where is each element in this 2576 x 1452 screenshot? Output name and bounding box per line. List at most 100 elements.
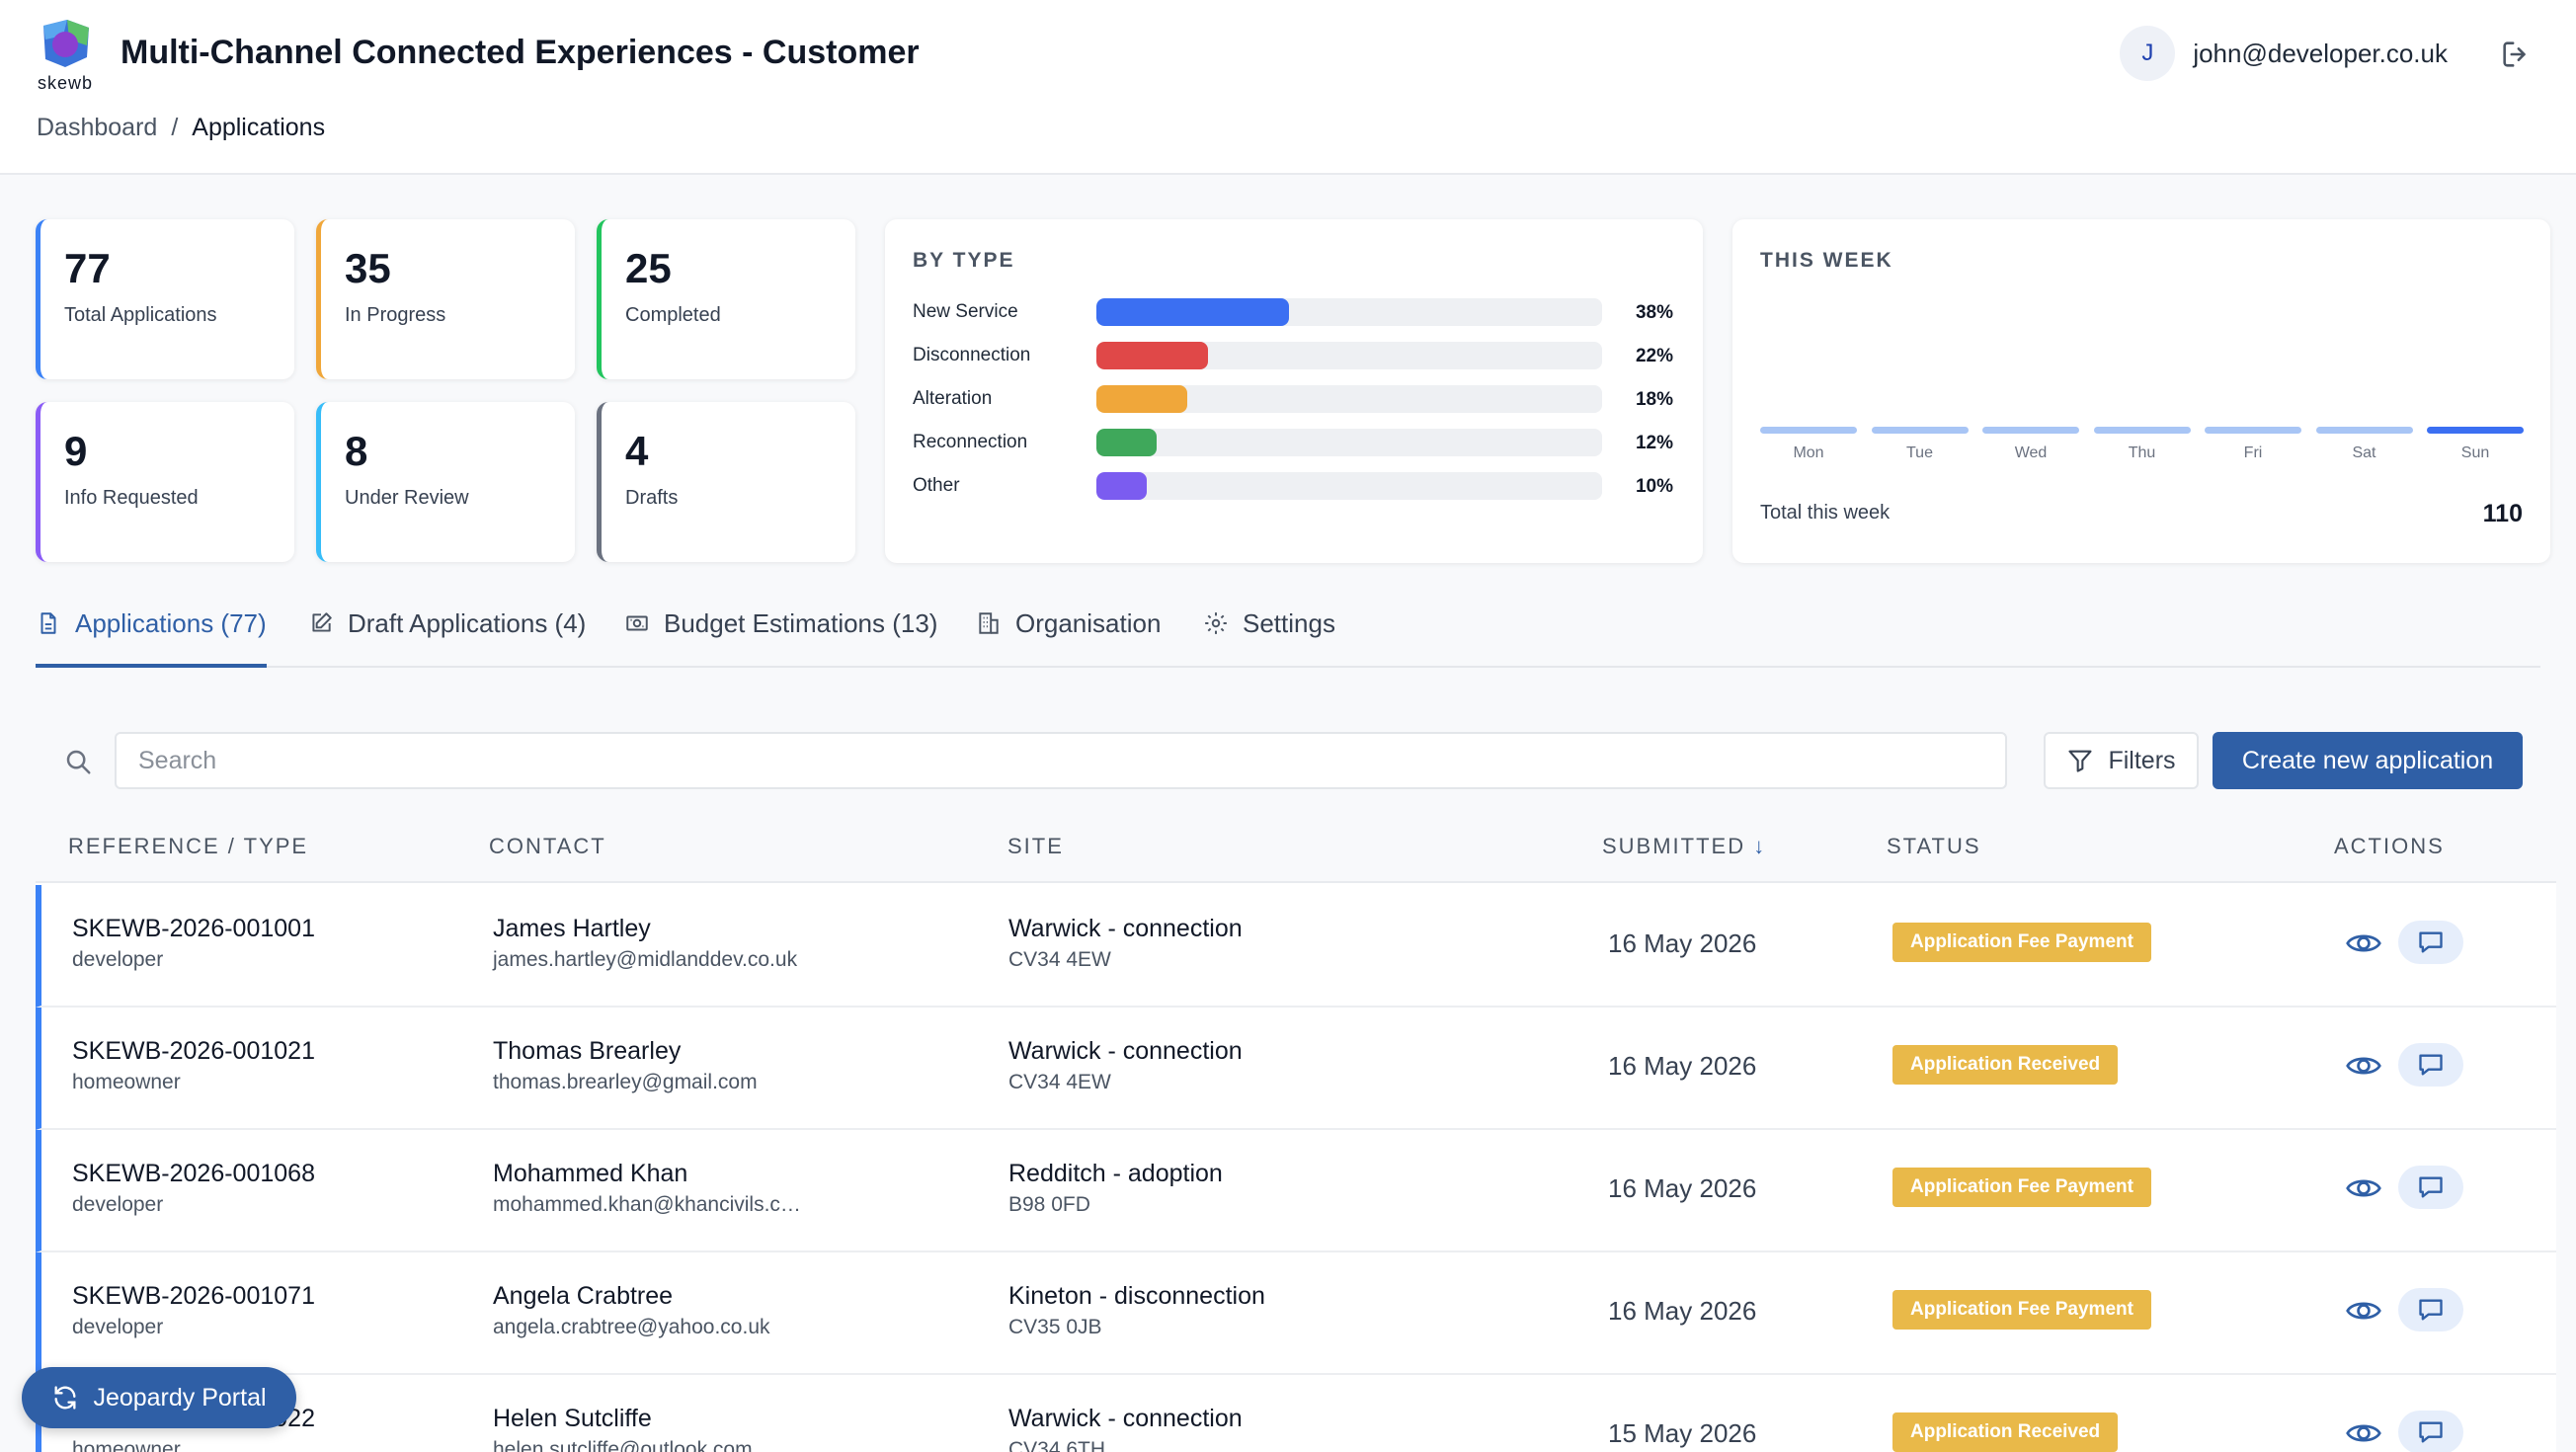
type-percent: 22% xyxy=(1635,346,1673,366)
applicant-type: homeowner xyxy=(72,1071,181,1093)
type-percent: 18% xyxy=(1635,389,1673,410)
week-bar xyxy=(1982,427,2079,434)
reference-number: SKEWB-2026-001001 xyxy=(72,915,315,942)
stat-under-review[interactable]: 8 Under Review xyxy=(316,402,575,562)
type-bar-fill xyxy=(1096,342,1208,369)
eye-icon[interactable] xyxy=(2345,1051,2382,1081)
applicant-type: developer xyxy=(72,1193,164,1216)
comment-button[interactable] xyxy=(2398,1166,2463,1209)
stat-drafts[interactable]: 4 Drafts xyxy=(597,402,855,562)
logout-icon[interactable] xyxy=(2499,38,2533,71)
status-badge: Application Fee Payment xyxy=(1892,923,2151,962)
week-day-label: Sun xyxy=(2460,444,2490,461)
sort-arrow-icon: ↓ xyxy=(1753,834,1767,858)
table-row[interactable]: SKEWB-2026-001022homeownerHelen Sutcliff… xyxy=(36,1375,2556,1452)
search-input[interactable] xyxy=(115,732,2007,789)
table-row[interactable]: SKEWB-2026-001068 developer Mohammed Khan m… xyxy=(36,1130,2556,1252)
stat-value: 9 xyxy=(64,428,88,474)
search-icon xyxy=(66,750,91,774)
header-submitted[interactable]: SUBMITTED ↓ xyxy=(1602,834,1766,859)
site-postcode: CV34 6TH xyxy=(1008,1438,1106,1452)
status-badge: Application Received xyxy=(1892,1045,2119,1085)
stat-value: 35 xyxy=(345,245,391,291)
comment-button[interactable] xyxy=(2398,921,2463,964)
avatar[interactable]: J xyxy=(2120,26,2176,81)
site-postcode: CV34 4EW xyxy=(1008,948,1111,971)
week-day-label: Wed xyxy=(2014,444,2048,461)
table-row[interactable]: SKEWB-2026-001001 developer James Hartley j… xyxy=(36,885,2556,1008)
tab-draft-applications[interactable]: Draft Applications (4) xyxy=(308,608,586,668)
contact-email: mohammed.khan@khancivils.c… xyxy=(493,1193,801,1216)
submitted-date: 16 May 2026 xyxy=(1608,928,1757,958)
eye-icon[interactable] xyxy=(2345,1173,2382,1203)
type-label: New Service xyxy=(913,301,1018,322)
site-postcode: CV34 4EW xyxy=(1008,1071,1111,1093)
tab-applications[interactable]: Applications (77) xyxy=(36,608,267,668)
eye-icon[interactable] xyxy=(2345,1296,2382,1326)
skewb-logo[interactable]: skewb xyxy=(36,18,95,93)
create-application-button[interactable]: Create new application xyxy=(2213,732,2523,789)
header-submitted-label: SUBMITTED xyxy=(1602,834,1746,858)
type-label: Disconnection xyxy=(913,345,1031,365)
header-status[interactable]: STATUS xyxy=(1887,834,1981,858)
breadcrumb: Dashboard / Applications xyxy=(37,114,325,142)
this-week-panel: THIS WEEK Mon Tue Wed Thu Fri Sat Sun Total th… xyxy=(1732,219,2550,563)
week-total-value: 110 xyxy=(2482,500,2523,527)
type-bar-fill xyxy=(1096,385,1188,413)
applicant-type: homeowner xyxy=(72,1438,181,1452)
app-title: Multi-Channel Connected Experiences - Cu… xyxy=(121,34,920,71)
tab-organisation[interactable]: Organisation xyxy=(976,608,1161,668)
week-bar xyxy=(2093,427,2191,434)
week-bar-chart: Mon Tue Wed Thu Fri Sat Sun xyxy=(1760,427,2524,486)
contact-email: helen.sutcliffe@outlook.com xyxy=(493,1438,753,1452)
tab-label: Settings xyxy=(1243,608,1335,638)
type-row: Disconnection 22% xyxy=(913,342,1673,369)
comment-button[interactable] xyxy=(2398,1043,2463,1087)
type-label: Reconnection xyxy=(913,432,1028,452)
header-contact[interactable]: CONTACT xyxy=(489,834,606,858)
stat-completed[interactable]: 25 Completed xyxy=(597,219,855,379)
header-site[interactable]: SITE xyxy=(1007,834,1064,858)
type-bar-track xyxy=(1096,472,1602,500)
filters-button[interactable]: Filters xyxy=(2044,732,2199,789)
user-menu[interactable]: J john@developer.co.uk xyxy=(2120,26,2448,81)
site-name: Warwick - connection xyxy=(1008,915,1243,942)
type-percent: 10% xyxy=(1635,476,1673,497)
stat-value: 4 xyxy=(625,428,649,474)
comment-button[interactable] xyxy=(2398,1411,2463,1452)
jeopardy-portal-button[interactable]: Jeopardy Portal xyxy=(22,1367,296,1428)
table-row[interactable]: SKEWB-2026-001071 developer Angela Crabtre… xyxy=(36,1252,2556,1375)
gear-icon xyxy=(1205,612,1227,634)
type-row: Other 10% xyxy=(913,472,1673,500)
stat-label: Drafts xyxy=(625,487,679,509)
site-name: Warwick - connection xyxy=(1008,1037,1243,1065)
type-bar-fill xyxy=(1096,472,1148,500)
status-badge: Application Fee Payment xyxy=(1892,1168,2151,1207)
contact-name: Helen Sutcliffe xyxy=(493,1405,652,1432)
filters-label: Filters xyxy=(2108,746,2176,774)
breadcrumb-dashboard[interactable]: Dashboard xyxy=(37,114,158,141)
site-name: Kineton - disconnection xyxy=(1008,1282,1265,1310)
type-bar-track xyxy=(1096,298,1602,326)
stat-info-requested[interactable]: 9 Info Requested xyxy=(36,402,294,562)
building-icon xyxy=(979,612,999,634)
week-day-label: Sat xyxy=(2352,444,2376,461)
tab-settings[interactable]: Settings xyxy=(1203,608,1335,668)
tab-budget-estimations[interactable]: Budget Estimations (13) xyxy=(624,608,937,668)
type-bar-track xyxy=(1096,385,1602,413)
stat-total-applications[interactable]: 77 Total Applications xyxy=(36,219,294,379)
eye-icon[interactable] xyxy=(2345,1418,2382,1448)
submitted-date: 16 May 2026 xyxy=(1608,1051,1757,1081)
comment-button[interactable] xyxy=(2398,1288,2463,1331)
table-row[interactable]: SKEWB-2026-001021 homeowner Thomas Brearle… xyxy=(36,1008,2556,1130)
week-day-label: Thu xyxy=(2128,444,2156,461)
eye-icon[interactable] xyxy=(2345,928,2382,958)
status-badge: Application Fee Payment xyxy=(1892,1290,2151,1330)
contact-email: angela.crabtree@yahoo.co.uk xyxy=(493,1316,770,1338)
chat-icon xyxy=(2419,1299,2443,1321)
applicant-type: developer xyxy=(72,948,164,971)
stat-in-progress[interactable]: 35 In Progress xyxy=(316,219,575,379)
header-reference[interactable]: REFERENCE / TYPE xyxy=(68,834,309,858)
stat-label: Total Applications xyxy=(64,304,217,326)
chat-icon xyxy=(2419,1054,2443,1076)
